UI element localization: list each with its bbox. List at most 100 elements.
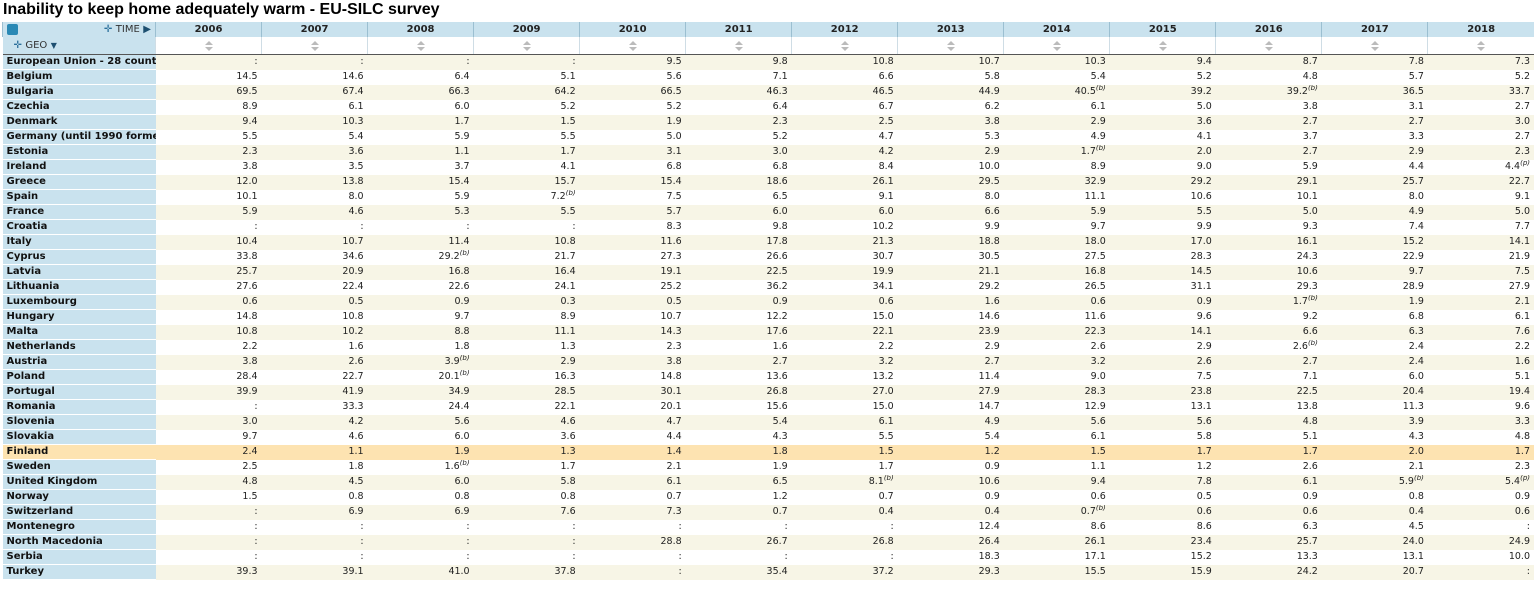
row-label[interactable]: Slovenia — [2, 414, 156, 430]
row-label[interactable]: Norway — [2, 489, 156, 505]
year-header[interactable]: 2006 — [154, 22, 262, 37]
cell: 1.6 — [1427, 354, 1534, 370]
row-label[interactable]: Belgium — [2, 69, 156, 85]
cell: 22.4 — [261, 279, 368, 295]
cell: 28.8 — [579, 534, 686, 550]
cell: 22.5 — [1215, 384, 1322, 400]
row-label[interactable]: Netherlands — [2, 339, 156, 355]
year-header[interactable]: 2017 — [1321, 22, 1428, 37]
sort-control[interactable] — [791, 37, 898, 55]
cell: 3.8 — [155, 159, 262, 175]
cell: 5.8 — [897, 69, 1004, 85]
cell: 28.4 — [155, 369, 262, 385]
cell: 2.7 — [1215, 144, 1322, 160]
sort-control[interactable] — [1321, 37, 1428, 55]
cell: 3.6 — [1109, 114, 1216, 130]
cell: 12.0 — [155, 174, 262, 190]
row-label[interactable]: Germany (until 1990 former t — [2, 129, 156, 145]
cell: 0.6 — [1215, 504, 1322, 520]
row-label[interactable]: Hungary — [2, 309, 156, 325]
row-label[interactable]: Estonia — [2, 144, 156, 160]
sort-control[interactable] — [261, 37, 368, 55]
cell: 4.5 — [261, 474, 368, 490]
sort-control[interactable] — [367, 37, 474, 55]
row-label[interactable]: European Union - 28 countrie — [2, 54, 156, 70]
cell: 6.0 — [791, 204, 898, 220]
cell: 3.2 — [1003, 354, 1110, 370]
row-label[interactable]: Czechia — [2, 99, 156, 115]
row-label[interactable]: Turkey — [2, 564, 156, 580]
sort-control[interactable] — [1215, 37, 1322, 55]
year-header[interactable]: 2018 — [1427, 22, 1534, 37]
row-label[interactable]: Latvia — [2, 264, 156, 280]
year-header[interactable]: 2008 — [367, 22, 474, 37]
row-label[interactable]: Finland — [2, 444, 156, 460]
year-header[interactable]: 2010 — [579, 22, 686, 37]
sort-control[interactable] — [1003, 37, 1110, 55]
year-header[interactable]: 2011 — [685, 22, 792, 37]
year-header[interactable]: 2015 — [1109, 22, 1216, 37]
cell: 5.0 — [1427, 204, 1534, 220]
cell: 9.4 — [155, 114, 262, 130]
geo-header[interactable]: ✛ GEO ▼ — [2, 37, 156, 55]
sort-control[interactable] — [685, 37, 792, 55]
data-row: Malta 10.8 10.2 8.8 11.1 14.3 17.6 22.1 23.9 22.3… — [2, 324, 1534, 340]
cell: 5.2 — [473, 99, 580, 115]
row-label[interactable]: North Macedonia — [2, 534, 156, 550]
row-label[interactable]: Malta — [2, 324, 156, 340]
row-label[interactable]: Ireland — [2, 159, 156, 175]
time-header[interactable]: ✛ TIME ▶ — [2, 22, 156, 37]
row-label[interactable]: United Kingdom — [2, 474, 156, 490]
row-label[interactable]: Italy — [2, 234, 156, 250]
cell: 6.8 — [579, 159, 686, 175]
cell: 67.4 — [261, 84, 368, 100]
cell: 0.7 — [791, 489, 898, 505]
cell: 7.3 — [1427, 54, 1534, 70]
sort-control[interactable] — [1427, 37, 1534, 55]
cell: 2.9 — [897, 144, 1004, 160]
sort-control[interactable] — [473, 37, 580, 55]
cell: 13.3 — [1215, 549, 1322, 565]
year-header[interactable]: 2016 — [1215, 22, 1322, 37]
cell: 2.6 — [261, 354, 368, 370]
row-label[interactable]: Serbia — [2, 549, 156, 565]
row-label[interactable]: Cyprus — [2, 249, 156, 265]
sort-control[interactable] — [154, 37, 262, 55]
row-label[interactable]: Croatia — [2, 219, 156, 235]
row-label[interactable]: France — [2, 204, 156, 220]
sort-control[interactable] — [1109, 37, 1216, 55]
row-label[interactable]: Austria — [2, 354, 156, 370]
year-header[interactable]: 2007 — [261, 22, 368, 37]
cell: 15.6 — [685, 399, 792, 415]
cell: 23.9 — [897, 324, 1004, 340]
cell: 9.9 — [897, 219, 1004, 235]
data-row: Turkey 39.3 39.1 41.0 37.8:35.4 37.2 29.3 15.5 1… — [2, 564, 1534, 580]
year-header[interactable]: 2013 — [897, 22, 1004, 37]
year-header[interactable]: 2009 — [473, 22, 580, 37]
row-label[interactable]: Bulgaria — [2, 84, 156, 100]
row-label[interactable]: Montenegro — [2, 519, 156, 535]
row-label[interactable]: Switzerland — [2, 504, 156, 520]
row-label[interactable]: Poland — [2, 369, 156, 385]
year-header[interactable]: 2014 — [1003, 22, 1110, 37]
year-header[interactable]: 2012 — [791, 22, 898, 37]
cell: 6.1 — [1215, 474, 1322, 490]
row-label[interactable]: Slovakia — [2, 429, 156, 445]
row-label[interactable]: Denmark — [2, 114, 156, 130]
row-label[interactable]: Romania — [2, 399, 156, 415]
row-label[interactable]: Sweden — [2, 459, 156, 475]
cell-flag: (b) — [459, 354, 470, 362]
cell: 46.3 — [685, 84, 792, 100]
cell: 34.6 — [261, 249, 368, 265]
cell: 2.7 — [1215, 114, 1322, 130]
row-label[interactable]: Luxembourg — [2, 294, 156, 310]
row-label[interactable]: Portugal — [2, 384, 156, 400]
data-row: France 5.9 4.6 5.3 5.5 5.7 6.0 6.0 6.6 5.9 5.5 5.0 4… — [2, 204, 1534, 220]
sort-control[interactable] — [579, 37, 686, 55]
cell: 1.8 — [685, 444, 792, 460]
row-label[interactable]: Spain — [2, 189, 156, 205]
cell: 1.7 — [1427, 444, 1534, 460]
sort-control[interactable] — [897, 37, 1004, 55]
row-label[interactable]: Greece — [2, 174, 156, 190]
row-label[interactable]: Lithuania — [2, 279, 156, 295]
